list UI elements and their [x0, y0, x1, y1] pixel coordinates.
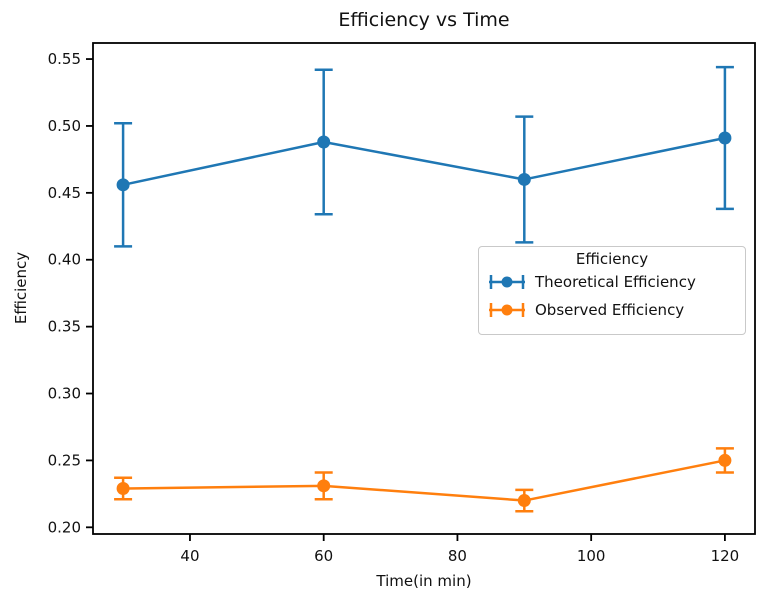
legend-items: Theoretical Efficiency Observed Efficienc… — [479, 268, 745, 324]
chart-title: Efficiency vs Time — [338, 9, 510, 31]
legend-item-label: Theoretical Efficiency — [535, 273, 696, 291]
y-tick-label: 0.30 — [48, 385, 81, 403]
y-tick-label: 0.20 — [48, 518, 81, 536]
y-tick-label: 0.50 — [48, 117, 81, 135]
y-tick-label: 0.40 — [48, 251, 81, 269]
plot-border — [92, 42, 756, 535]
legend-item-label: Observed Efficiency — [535, 301, 685, 319]
series-line — [122, 136, 726, 187]
data-point — [116, 482, 130, 496]
errorbar-marker-icon — [489, 275, 525, 289]
data-point — [317, 479, 331, 493]
legend-item: Observed Efficiency — [479, 296, 745, 324]
data-point — [718, 131, 732, 145]
data-point — [718, 453, 732, 467]
errorbar-marker-icon — [489, 303, 525, 317]
data-point — [116, 178, 130, 192]
x-tick-label: 80 — [448, 547, 467, 565]
legend-item: Theoretical Efficiency — [479, 268, 745, 296]
legend: Efficiency Theoretical Efficiency Observe… — [478, 246, 746, 335]
series-line — [123, 459, 726, 502]
y-tick-label: 0.35 — [48, 318, 81, 336]
x-tick-label: 60 — [314, 547, 333, 565]
x-tick-label: 120 — [711, 547, 740, 565]
y-axis-label: Efficiency — [12, 251, 30, 325]
data-point — [517, 172, 531, 186]
legend-title: Efficiency — [575, 250, 649, 268]
x-axis-label: Time(in min) — [376, 572, 472, 590]
x-tick-label: 40 — [180, 547, 199, 565]
x-tick-label: 100 — [577, 547, 606, 565]
y-tick-label: 0.25 — [48, 451, 81, 469]
data-point — [317, 135, 331, 149]
y-tick-label: 0.45 — [48, 184, 81, 202]
y-tick-label: 0.55 — [48, 50, 81, 68]
data-point — [517, 494, 531, 508]
